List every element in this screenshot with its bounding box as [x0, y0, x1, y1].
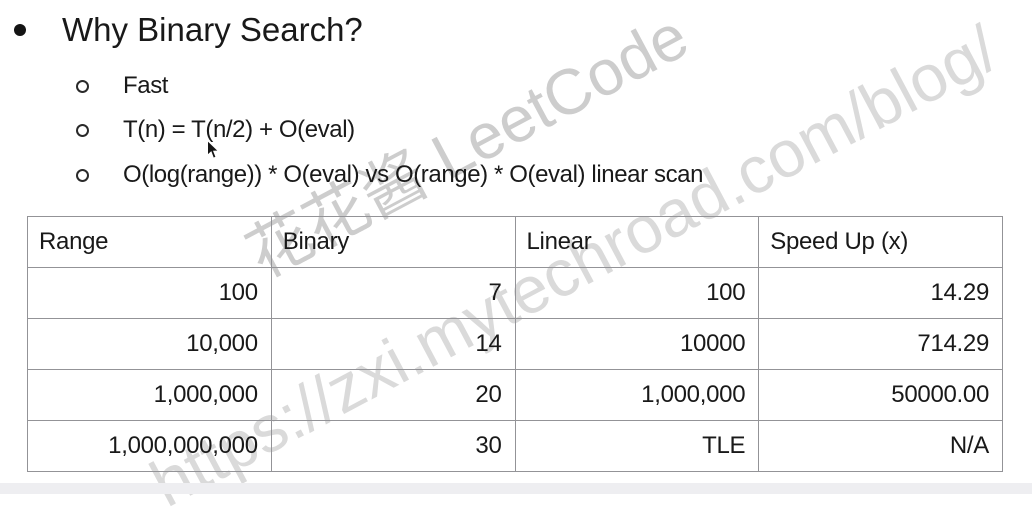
table-cell: 10,000 — [27, 318, 272, 370]
table-cell: 1,000,000,000 — [27, 420, 272, 472]
table-body: 100 7 100 14.29 10,000 14 10000 714.29 1,000,000… — [27, 267, 1003, 472]
column-header: Speed Up (x) — [758, 216, 1003, 268]
page-title: Why Binary Search? — [62, 11, 363, 48]
table-cell: N/A — [758, 420, 1003, 472]
filled-circle-bullet-icon — [14, 24, 26, 36]
table-cell: TLE — [514, 420, 760, 472]
table-cell: 1,000,000 — [514, 369, 760, 421]
table-row: 10,000 14 10000 714.29 — [27, 318, 1003, 370]
bullet-text: O(log(range)) * O(eval) vs O(range) * O(… — [123, 161, 704, 188]
open-circle-bullet-icon — [76, 168, 89, 182]
table-head: Range Binary Linear Speed Up (x) — [27, 216, 1003, 268]
bullet-item: O(log(range)) * O(eval) vs O(range) * O(… — [76, 161, 704, 188]
table-cell: 10000 — [514, 318, 760, 370]
open-circle-bullet-icon — [76, 79, 89, 93]
column-header: Range — [27, 216, 272, 268]
table-row: 1,000,000,000 30 TLE N/A — [27, 420, 1003, 472]
bullet-item: Fast — [76, 72, 169, 99]
table-cell: 714.29 — [758, 318, 1003, 370]
table-cell: 1,000,000 — [27, 369, 272, 421]
comparison-table: Range Binary Linear Speed Up (x) 100 7 100 14.… — [27, 216, 1003, 472]
mouse-cursor-icon — [207, 140, 220, 159]
table-cell: 14 — [270, 318, 516, 370]
column-header: Binary — [270, 216, 516, 268]
table-cell: 30 — [270, 420, 516, 472]
slide-bottom-edge — [0, 483, 1032, 494]
table-cell: 20 — [270, 369, 516, 421]
table-row: 100 7 100 14.29 — [27, 267, 1003, 319]
open-circle-bullet-icon — [76, 123, 89, 137]
bullet-text: Fast — [123, 72, 169, 99]
table-cell: 100 — [514, 267, 760, 319]
table-header-row: Range Binary Linear Speed Up (x) — [27, 216, 1003, 268]
table-cell: 50000.00 — [758, 369, 1003, 421]
table-row: 1,000,000 20 1,000,000 50000.00 — [27, 369, 1003, 421]
bullet-text: T(n) = T(n/2) + O(eval) — [123, 116, 355, 143]
column-header: Linear — [514, 216, 760, 268]
table-cell: 7 — [270, 267, 516, 319]
table-cell: 100 — [27, 267, 272, 319]
table-cell: 14.29 — [758, 267, 1003, 319]
bullet-item: T(n) = T(n/2) + O(eval) — [76, 116, 355, 143]
